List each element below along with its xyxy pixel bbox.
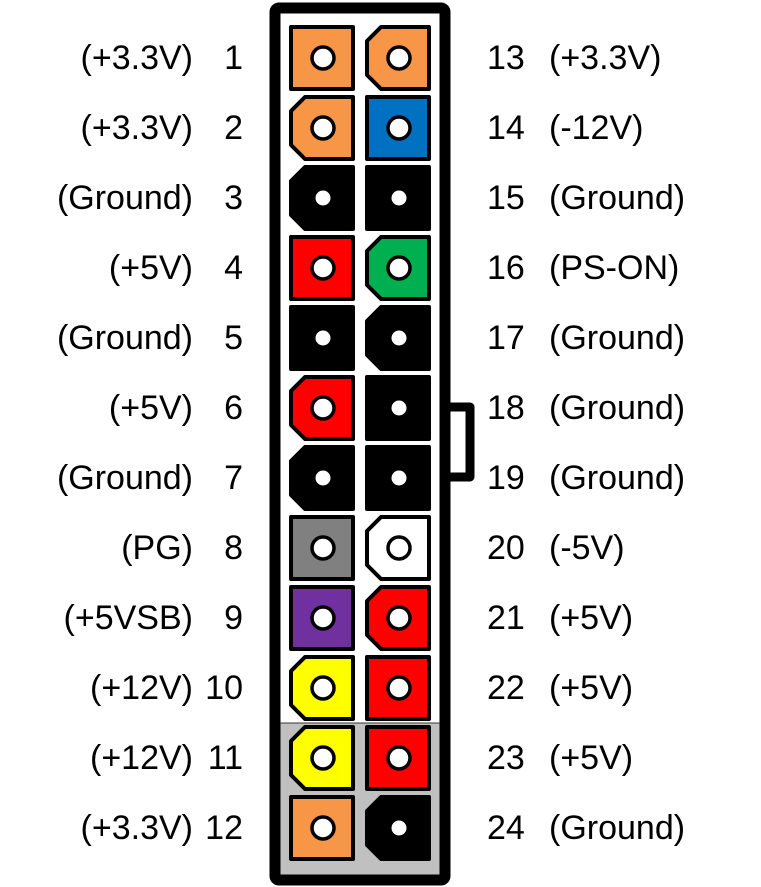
pin-hole-24 bbox=[391, 820, 407, 836]
pin-number-label: 17 bbox=[487, 319, 525, 357]
pin-hole-2 bbox=[310, 115, 336, 141]
pin-signal-label: (-12V) bbox=[549, 109, 644, 147]
latch bbox=[448, 402, 475, 482]
pin-number-label: 23 bbox=[487, 739, 525, 777]
pin-number-label: 8 bbox=[224, 529, 243, 567]
pin-number-label: 18 bbox=[487, 389, 525, 427]
pin-hole-5 bbox=[315, 330, 331, 346]
pin-hole-10 bbox=[310, 675, 336, 701]
pin-hole-9 bbox=[310, 605, 336, 631]
pin-number-label: 20 bbox=[487, 529, 525, 567]
pin-signal-label: (+5V) bbox=[108, 249, 193, 287]
pin-signal-label: (+3.3V) bbox=[80, 39, 193, 77]
pin-hole-13 bbox=[386, 45, 412, 71]
pin-number-label: 16 bbox=[487, 249, 525, 287]
pin-number-label: 3 bbox=[224, 179, 243, 217]
pin-number-label: 21 bbox=[487, 599, 525, 637]
pin-signal-label: (+5V) bbox=[108, 389, 193, 427]
pin-hole-16 bbox=[386, 255, 412, 281]
pin-signal-label: (Ground) bbox=[549, 179, 686, 217]
pin-number-label: 10 bbox=[205, 669, 243, 707]
pin-hole-18 bbox=[391, 400, 407, 416]
pin-hole-21 bbox=[386, 605, 412, 631]
pin-number-label: 4 bbox=[224, 249, 243, 287]
pin-hole-20 bbox=[386, 535, 412, 561]
pin-number-label: 12 bbox=[205, 809, 243, 847]
pin-number-label: 2 bbox=[224, 109, 243, 147]
pin-hole-15 bbox=[391, 190, 407, 206]
pin-hole-3 bbox=[315, 190, 331, 206]
pin-signal-label: (+12V) bbox=[90, 739, 193, 777]
pin-signal-label: (+3.3V) bbox=[80, 109, 193, 147]
pin-signal-label: (-5V) bbox=[549, 529, 625, 567]
pin-signal-label: (+12V) bbox=[90, 669, 193, 707]
pin-signal-label: (+5VSB) bbox=[63, 599, 193, 637]
pin-signal-label: (PG) bbox=[121, 529, 193, 567]
pin-signal-label: (+5V) bbox=[549, 669, 634, 707]
pin-hole-1 bbox=[310, 45, 336, 71]
pin-number-label: 6 bbox=[224, 389, 243, 427]
pin-number-label: 13 bbox=[487, 39, 525, 77]
pin-signal-label: (Ground) bbox=[56, 179, 193, 217]
pin-signal-label: (+5V) bbox=[549, 739, 634, 777]
pin-hole-7 bbox=[315, 470, 331, 486]
pin-hole-6 bbox=[310, 395, 336, 421]
pin-hole-19 bbox=[391, 470, 407, 486]
pin-signal-label: (Ground) bbox=[56, 319, 193, 357]
pin-signal-label: (Ground) bbox=[549, 809, 686, 847]
pin-number-label: 9 bbox=[224, 599, 243, 637]
pin-hole-14 bbox=[386, 115, 412, 141]
pin-number-label: 14 bbox=[487, 109, 525, 147]
pin-signal-label: (Ground) bbox=[549, 319, 686, 357]
pin-hole-11 bbox=[310, 745, 336, 771]
pin-hole-23 bbox=[386, 745, 412, 771]
pin-number-label: 1 bbox=[224, 39, 243, 77]
pin-number-label: 15 bbox=[487, 179, 525, 217]
pin-number-label: 7 bbox=[224, 459, 243, 497]
pin-number-label: 11 bbox=[207, 739, 243, 777]
pin-signal-label: (+5V) bbox=[549, 599, 634, 637]
pin-number-label: 24 bbox=[487, 809, 525, 847]
pin-signal-label: (+3.3V) bbox=[80, 809, 193, 847]
pin-signal-label: (Ground) bbox=[56, 459, 193, 497]
pin-hole-8 bbox=[310, 535, 336, 561]
pin-hole-22 bbox=[386, 675, 412, 701]
pin-signal-label: (+3.3V) bbox=[549, 39, 662, 77]
pin-signal-label: (Ground) bbox=[549, 459, 686, 497]
pin-signal-label: (Ground) bbox=[549, 389, 686, 427]
pin-hole-17 bbox=[391, 330, 407, 346]
pin-hole-4 bbox=[310, 255, 336, 281]
pin-signal-label: (PS-ON) bbox=[549, 249, 680, 287]
pin-number-label: 5 bbox=[224, 319, 243, 357]
pin-hole-12 bbox=[310, 815, 336, 841]
pin-number-label: 19 bbox=[487, 459, 525, 497]
pin-number-label: 22 bbox=[487, 669, 525, 707]
